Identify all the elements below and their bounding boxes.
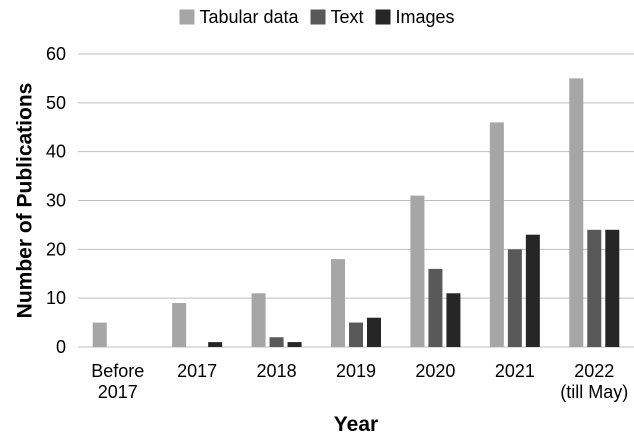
bar-text-2019 bbox=[349, 322, 363, 347]
legend-label-text: Text bbox=[331, 7, 364, 27]
y-tick-labels: 0 10 20 30 40 50 60 bbox=[46, 44, 66, 357]
x-tick-label: 2021 bbox=[495, 361, 535, 381]
bar-images-2020 bbox=[446, 293, 461, 347]
y-tick-label: 0 bbox=[56, 337, 66, 357]
gridlines bbox=[78, 53, 634, 348]
x-tick-label: 2017 bbox=[98, 382, 138, 402]
bar-text-2020 bbox=[428, 268, 443, 347]
y-tick-label: 40 bbox=[46, 142, 66, 162]
bars bbox=[92, 78, 620, 348]
bar-tabular-data-2018 bbox=[251, 293, 266, 347]
x-tick-label: 2018 bbox=[257, 361, 297, 381]
bar-text-2022-till-may bbox=[587, 229, 602, 347]
bar-tabular-data-2022-till-may bbox=[569, 78, 584, 348]
bar-text-2018 bbox=[269, 337, 284, 347]
y-tick-label: 60 bbox=[46, 44, 66, 64]
legend-label-images: Images bbox=[396, 7, 455, 27]
x-tick-label: 2019 bbox=[336, 361, 376, 381]
legend: Tabular data Text Images bbox=[179, 7, 455, 27]
bar-tabular-data-2017 bbox=[172, 303, 187, 347]
bar-tabular-data-before-2017 bbox=[92, 322, 107, 347]
bar-images-2018 bbox=[287, 342, 302, 347]
legend-swatch-tabular-data bbox=[179, 9, 195, 25]
bar-tabular-data-2021 bbox=[489, 122, 504, 347]
bar-images-2022-till-may bbox=[605, 229, 620, 347]
legend-swatch-text bbox=[310, 9, 326, 25]
x-tick-label: 2020 bbox=[415, 361, 455, 381]
x-axis-title: Year bbox=[334, 413, 378, 436]
bar-images-2017 bbox=[208, 342, 223, 347]
legend-label-tabular-data: Tabular data bbox=[199, 7, 299, 27]
y-tick-label: 50 bbox=[46, 93, 66, 113]
x-tick-label: (till May) bbox=[560, 382, 628, 402]
y-axis-title: Number of Publications bbox=[14, 83, 37, 319]
y-tick-label: 30 bbox=[46, 191, 66, 211]
x-tick-label: Before bbox=[91, 361, 144, 381]
bar-tabular-data-2019 bbox=[331, 259, 345, 347]
legend-swatch-images bbox=[375, 9, 391, 25]
x-tick-label: 2017 bbox=[177, 361, 217, 381]
bar-text-2021 bbox=[507, 249, 522, 347]
y-tick-label: 10 bbox=[46, 288, 66, 308]
bar-tabular-data-2020 bbox=[410, 195, 425, 347]
y-tick-label: 20 bbox=[46, 239, 66, 259]
bar-images-2019 bbox=[367, 317, 381, 347]
bar-images-2021 bbox=[525, 234, 540, 347]
x-tick-label: 2022 bbox=[574, 361, 614, 381]
